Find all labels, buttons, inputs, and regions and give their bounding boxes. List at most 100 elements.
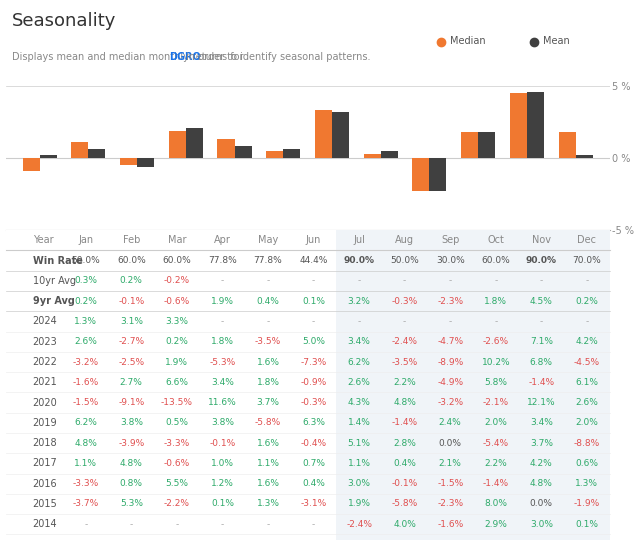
Text: 12.1%: 12.1% [527, 398, 556, 407]
Bar [564, 230, 610, 541]
Text: 2015: 2015 [33, 499, 58, 509]
Text: 3.0%: 3.0% [348, 479, 371, 488]
Text: Aug: Aug [395, 235, 414, 245]
Text: 0.6%: 0.6% [575, 459, 598, 468]
Text: 2018: 2018 [33, 438, 58, 448]
Text: 3.7%: 3.7% [257, 398, 280, 407]
Text: 6.6%: 6.6% [165, 378, 188, 387]
Text: -4.7%: -4.7% [437, 337, 463, 346]
Text: Mean: Mean [543, 36, 570, 46]
Text: 1.8%: 1.8% [484, 296, 508, 306]
Text: -2.1%: -2.1% [483, 398, 509, 407]
Text: 4.8%: 4.8% [74, 438, 97, 448]
Bar [518, 230, 564, 541]
Text: -: - [585, 317, 589, 326]
Text: 5.3%: 5.3% [120, 500, 143, 508]
Text: -0.6%: -0.6% [164, 459, 190, 468]
Text: 2023: 2023 [33, 337, 58, 347]
Bar [364, 153, 381, 158]
Text: -: - [358, 276, 361, 286]
Text: -0.3%: -0.3% [392, 296, 418, 306]
Text: -5.3%: -5.3% [209, 358, 236, 366]
Text: 0.5%: 0.5% [165, 418, 188, 428]
Text: -0.1%: -0.1% [118, 296, 145, 306]
Text: -1.5%: -1.5% [437, 479, 463, 488]
Text: 77.8%: 77.8% [253, 256, 282, 265]
Text: Dec: Dec [577, 235, 596, 245]
Bar [429, 158, 447, 191]
Text: in order to identify seasonal patterns.: in order to identify seasonal patterns. [183, 52, 371, 62]
Text: -2.4%: -2.4% [346, 520, 372, 529]
Text: 0.1%: 0.1% [575, 520, 598, 529]
Text: 1.2%: 1.2% [211, 479, 234, 488]
Text: 4.8%: 4.8% [393, 398, 416, 407]
Text: 10yr Avg: 10yr Avg [33, 276, 76, 286]
Text: 1.9%: 1.9% [165, 358, 188, 366]
Bar [381, 151, 397, 158]
Text: 6.2%: 6.2% [74, 418, 97, 428]
Text: 0.8%: 0.8% [120, 479, 143, 488]
Text: -9.1%: -9.1% [118, 398, 145, 407]
Text: 1.9%: 1.9% [211, 296, 234, 306]
Bar [88, 150, 106, 158]
Bar [412, 158, 429, 191]
Text: Sep: Sep [441, 235, 460, 245]
Text: 44.4%: 44.4% [300, 256, 328, 265]
Text: Apr: Apr [214, 235, 231, 245]
Text: 1.4%: 1.4% [348, 418, 371, 428]
Text: 3.1%: 3.1% [120, 317, 143, 326]
Text: 2.1%: 2.1% [439, 459, 461, 468]
Text: 3.4%: 3.4% [530, 418, 553, 428]
Text: -2.4%: -2.4% [392, 337, 418, 346]
Bar [461, 132, 478, 158]
Text: 1.6%: 1.6% [257, 479, 280, 488]
Bar [473, 230, 518, 541]
Text: -: - [585, 276, 589, 286]
Text: 8.0%: 8.0% [484, 500, 508, 508]
Text: 0.2%: 0.2% [575, 296, 598, 306]
Text: 2.6%: 2.6% [74, 337, 97, 346]
Text: 11.6%: 11.6% [208, 398, 237, 407]
Text: 2020: 2020 [33, 397, 58, 407]
Text: 2.2%: 2.2% [484, 459, 507, 468]
Text: -: - [403, 317, 406, 326]
Text: Jul: Jul [353, 235, 365, 245]
Text: 2.0%: 2.0% [575, 418, 598, 428]
Text: 0.1%: 0.1% [302, 296, 325, 306]
Text: 3.2%: 3.2% [348, 296, 371, 306]
Text: -: - [221, 276, 224, 286]
Text: 4.8%: 4.8% [530, 479, 553, 488]
Text: -3.7%: -3.7% [72, 500, 99, 508]
Text: 60.0%: 60.0% [117, 256, 146, 265]
Text: 3.7%: 3.7% [530, 438, 553, 448]
Text: -: - [494, 317, 497, 326]
Text: -8.8%: -8.8% [574, 438, 600, 448]
Text: 2022: 2022 [33, 357, 58, 367]
Text: -: - [130, 520, 133, 529]
Text: -3.2%: -3.2% [73, 358, 99, 366]
Text: 3.4%: 3.4% [211, 378, 234, 387]
Text: 2024: 2024 [33, 317, 58, 327]
Text: 0.4%: 0.4% [257, 296, 280, 306]
Text: 1.1%: 1.1% [257, 459, 280, 468]
Text: 6.8%: 6.8% [530, 358, 553, 366]
Text: -2.3%: -2.3% [437, 296, 463, 306]
Text: -: - [312, 276, 315, 286]
Text: Mar: Mar [168, 235, 186, 245]
Text: 6.2%: 6.2% [348, 358, 371, 366]
Bar [22, 158, 40, 171]
Text: May: May [258, 235, 278, 245]
Text: 1.1%: 1.1% [348, 459, 371, 468]
Bar [510, 93, 527, 158]
Text: 2016: 2016 [33, 479, 58, 489]
Text: 90.0%: 90.0% [526, 256, 557, 265]
Text: 1.1%: 1.1% [74, 459, 97, 468]
Text: 5.8%: 5.8% [484, 378, 508, 387]
Text: 5.0%: 5.0% [302, 337, 325, 346]
Bar [218, 139, 234, 158]
Text: -: - [312, 520, 315, 529]
Text: 3.8%: 3.8% [120, 418, 143, 428]
Text: 3.0%: 3.0% [530, 520, 553, 529]
Text: Jan: Jan [78, 235, 93, 245]
Text: -7.3%: -7.3% [300, 358, 326, 366]
